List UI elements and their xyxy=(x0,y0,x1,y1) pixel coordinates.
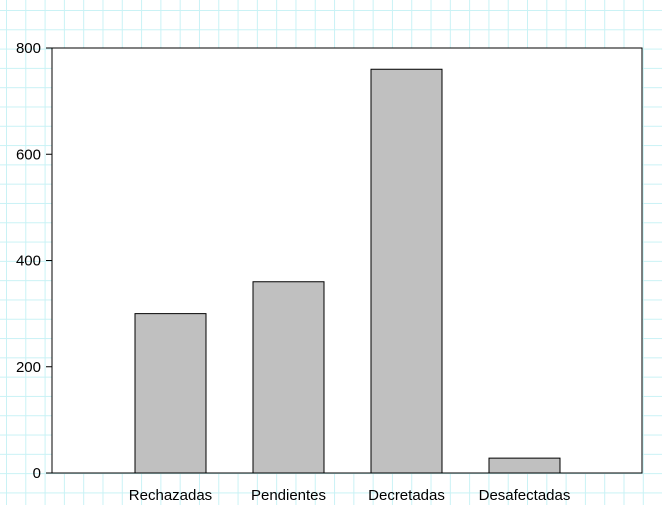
y-tick-label: 800 xyxy=(16,40,41,57)
y-tick-label: 600 xyxy=(16,146,41,163)
y-tick-label: 400 xyxy=(16,253,41,270)
x-axis: Rechazadas Pendientes Decretadas Desafectad… xyxy=(129,487,571,504)
x-tick-label: Desafectadas xyxy=(479,487,571,504)
x-tick-label: Rechazadas xyxy=(129,487,212,504)
bars-layer xyxy=(134,68,561,474)
bar-decretadas xyxy=(370,68,443,474)
y-tick-label: 200 xyxy=(16,359,41,376)
bar-desafectadas xyxy=(488,457,561,474)
y-tick-label: 0 xyxy=(33,465,41,482)
bar-pendientes xyxy=(252,281,325,474)
x-tick-label: Pendientes xyxy=(251,487,326,504)
bar-rechazadas xyxy=(134,313,207,474)
y-axis: 0 200 400 600 800 xyxy=(16,40,52,482)
x-tick-label: Decretadas xyxy=(368,487,445,504)
